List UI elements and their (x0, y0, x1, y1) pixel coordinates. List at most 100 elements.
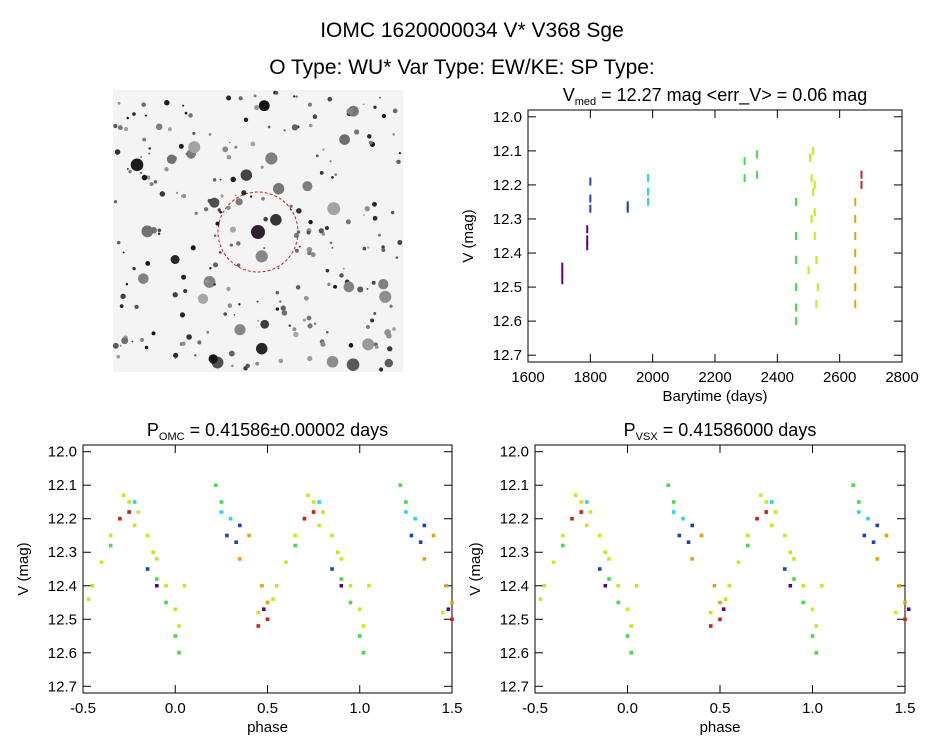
data-point (182, 583, 187, 588)
star (134, 304, 139, 309)
chart: POMC = 0.41586±0.00002 days -0.5 0.0 0.5 1.0… (15, 420, 462, 736)
star (378, 278, 389, 290)
star (379, 290, 392, 303)
star (122, 251, 125, 254)
data-point (686, 540, 691, 544)
data-point (795, 232, 798, 240)
y-tick-label: 12.0 (48, 444, 77, 461)
star (243, 117, 249, 122)
star (365, 324, 371, 330)
star (197, 340, 202, 345)
data-point (671, 500, 676, 504)
title-rest: = 12.27 mag <err_V> = 0.06 mag (596, 85, 867, 106)
x-tick-label: 1.0 (802, 700, 823, 717)
star (374, 345, 379, 349)
data-point (875, 557, 880, 561)
chart: PVSX = 0.41586000 days -0.5 0.0 0.5 1.0 1.5 12… (467, 420, 915, 736)
y-tick-label: 12.1 (493, 143, 522, 160)
star (215, 221, 220, 226)
star (260, 319, 270, 329)
star (126, 116, 129, 120)
star (120, 293, 126, 299)
star (260, 165, 264, 169)
star (263, 216, 268, 222)
star (142, 137, 147, 142)
y-tick-label: 12.7 (48, 678, 77, 695)
star (342, 267, 345, 270)
data-point (903, 600, 907, 605)
data-point (860, 180, 863, 189)
star (234, 324, 246, 336)
data-point (164, 583, 168, 588)
star (218, 251, 222, 254)
star (245, 363, 250, 369)
y-axis-label: V (mag) (15, 542, 32, 595)
data-point (127, 500, 131, 504)
data-point (173, 634, 178, 638)
data-point (560, 543, 565, 548)
data-point (579, 500, 584, 504)
data-point (626, 204, 629, 213)
star (227, 303, 233, 308)
star (217, 208, 221, 212)
star (188, 113, 193, 118)
star (364, 206, 370, 212)
data-point (265, 600, 270, 605)
data-point (854, 283, 857, 292)
x-axis-label: Barytime (days) (662, 388, 767, 405)
data-point (809, 153, 812, 162)
title-main: V (563, 85, 575, 105)
x-tick-label: 0.0 (617, 700, 638, 717)
star (327, 202, 341, 216)
y-tick-label: 12.5 (493, 279, 522, 296)
data-point (616, 600, 621, 605)
data-point (756, 150, 759, 159)
data-point (597, 567, 602, 571)
data-point (348, 600, 353, 605)
x-tick-label: 2600 (823, 369, 856, 386)
star (329, 160, 332, 163)
star (145, 261, 151, 266)
data-point (155, 577, 159, 581)
star (294, 248, 299, 253)
star (220, 194, 224, 198)
star (180, 194, 184, 198)
data-point (573, 493, 578, 498)
star (236, 263, 241, 267)
data-point (810, 634, 815, 638)
star (258, 100, 270, 112)
data-point (121, 493, 126, 498)
star (192, 131, 196, 135)
title-main: P (624, 420, 636, 440)
star (384, 358, 394, 368)
star (226, 286, 231, 292)
data-point (795, 197, 798, 206)
data-point (795, 317, 798, 326)
star (213, 234, 217, 238)
data-point (690, 557, 695, 561)
star (307, 250, 312, 256)
star (329, 241, 333, 245)
star (261, 196, 265, 201)
data-point (788, 550, 793, 555)
data-point (561, 269, 564, 278)
data-point (339, 557, 344, 561)
x-tick-label: 0.5 (710, 700, 731, 717)
star (306, 230, 311, 235)
star (308, 123, 313, 128)
y-tick-label: 12.6 (493, 313, 522, 330)
star (372, 215, 378, 221)
star (226, 155, 232, 160)
data-point (262, 607, 266, 612)
star (339, 134, 350, 145)
data-point (718, 600, 722, 605)
data-point (225, 533, 229, 538)
star (186, 334, 192, 340)
y-tick-label: 12.0 (500, 444, 529, 461)
data-point (856, 500, 861, 504)
data-point (132, 500, 137, 504)
star (212, 262, 219, 268)
data-point (810, 214, 813, 223)
data-point (812, 187, 815, 196)
star (219, 178, 222, 181)
